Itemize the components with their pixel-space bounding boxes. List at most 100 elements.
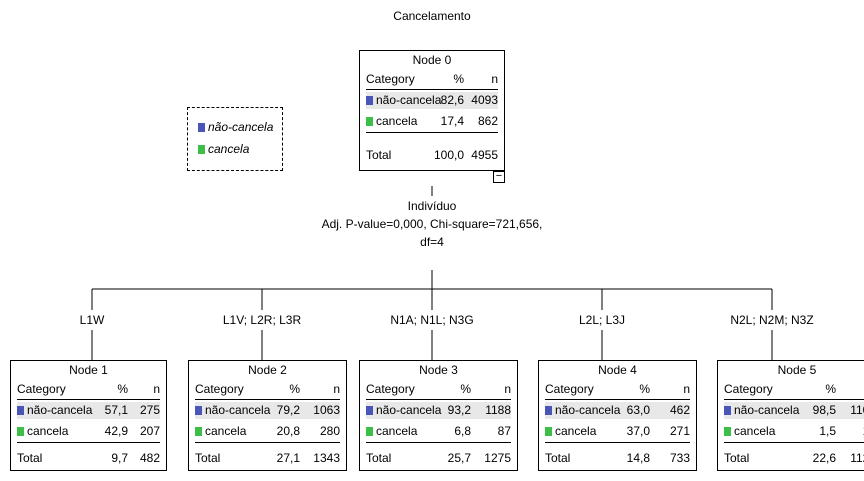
n-header: n xyxy=(153,382,160,396)
branch-label-2: L1V; L2R; L3R xyxy=(222,313,302,327)
branch-label-4: L2L; L3J xyxy=(578,313,626,327)
branch-label-3: N1A; N1L; N3G xyxy=(390,313,474,327)
row-category: cancela xyxy=(205,424,247,438)
node-row-nao-cancela: não-cancela 63,0 462 xyxy=(545,402,690,419)
legend: não-cancela cancela xyxy=(187,107,283,171)
node-total-row: Total 25,7 1275 xyxy=(366,450,511,467)
n-header: n xyxy=(333,382,340,396)
node-header-row: Category % n xyxy=(724,381,864,398)
node-total-row: Total 22,6 1122 xyxy=(724,450,864,467)
row-pct: 37,0 xyxy=(626,424,650,438)
node-1[interactable]: Node 1 Category % n não-cancela 57,1 275… xyxy=(10,360,167,471)
row-pct: 79,2 xyxy=(276,403,300,417)
node-3[interactable]: Node 3 Category % n não-cancela 93,2 118… xyxy=(359,360,518,471)
swatch-nao-cancela xyxy=(366,406,373,415)
category-header: Category xyxy=(724,382,773,396)
node-total-row: Total 14,8 733 xyxy=(545,450,690,467)
swatch-cancela xyxy=(366,117,373,126)
node-row-cancela: cancela 42,9 207 xyxy=(17,423,160,440)
node-title: Node 4 xyxy=(598,363,637,377)
pct-header: % xyxy=(453,72,464,86)
row-n: 862 xyxy=(477,114,498,128)
node-title: Node 3 xyxy=(419,363,458,377)
branch-label-1: L1W xyxy=(79,313,105,327)
total-n: 733 xyxy=(669,451,690,465)
node-row-nao-cancela: não-cancela 82,6 4093 xyxy=(366,92,498,109)
total-n: 1122 xyxy=(850,451,864,465)
legend-item-nao-cancela: não-cancela xyxy=(198,120,273,134)
node-5[interactable]: Node 5 Category % n não-cancela 98,5 110… xyxy=(717,360,864,471)
total-label: Total xyxy=(366,451,392,465)
row-n: 1105 xyxy=(850,403,864,417)
node-title: Node 0 xyxy=(412,53,452,67)
node-row-nao-cancela: não-cancela 79,2 1063 xyxy=(195,402,340,419)
row-category: não-cancela xyxy=(734,403,800,417)
node-row-cancela: cancela 37,0 271 xyxy=(545,423,690,440)
row-category: cancela xyxy=(27,424,69,438)
node-row-cancela: cancela 1,5 17 xyxy=(724,423,864,440)
header-divider xyxy=(545,399,690,400)
row-category: não-cancela xyxy=(555,403,621,417)
row-n: 4093 xyxy=(471,93,498,107)
total-pct: 9,7 xyxy=(111,451,128,465)
total-label: Total xyxy=(366,148,392,162)
swatch-cancela xyxy=(366,427,373,436)
split-variable: Indivíduo xyxy=(407,199,457,213)
row-pct: 63,0 xyxy=(626,403,650,417)
branch-label-5: N2L; N2M; N3Z xyxy=(730,313,814,327)
header-divider xyxy=(366,399,511,400)
node-0[interactable]: Node 0 Category % n não-cancela 82,6 409… xyxy=(359,50,505,171)
row-category: não-cancela xyxy=(376,93,442,107)
legend-swatch-cancela xyxy=(198,145,205,154)
node-total-row: Total 9,7 482 xyxy=(17,450,160,467)
category-header: Category xyxy=(366,72,415,86)
row-n: 275 xyxy=(139,403,160,417)
total-n: 1275 xyxy=(484,451,511,465)
row-n: 1188 xyxy=(485,403,511,417)
row-category: cancela xyxy=(734,424,776,438)
pct-header: % xyxy=(117,382,128,396)
split-info: Indivíduo Adj. P-value=0,000, Chi-square… xyxy=(232,197,632,251)
node-2[interactable]: Node 2 Category % n não-cancela 79,2 106… xyxy=(188,360,347,471)
node-header-row: Category % n xyxy=(545,381,690,398)
node-4[interactable]: Node 4 Category % n não-cancela 63,0 462… xyxy=(538,360,697,471)
category-header: Category xyxy=(545,382,594,396)
node-header-row: Category % n xyxy=(366,381,511,398)
legend-label: não-cancela xyxy=(208,120,274,134)
node-row-nao-cancela: não-cancela 98,5 1105 xyxy=(724,402,864,419)
node-row-cancela: cancela 17,4 862 xyxy=(366,113,498,130)
row-pct: 17,4 xyxy=(440,114,464,128)
total-label: Total xyxy=(724,451,750,465)
category-header: Category xyxy=(17,382,66,396)
row-category: cancela xyxy=(376,424,418,438)
row-category: não-cancela xyxy=(27,403,93,417)
node-header-row: Category % n xyxy=(17,381,160,398)
row-pct: 82,6 xyxy=(440,93,464,107)
total-divider xyxy=(724,442,864,443)
swatch-cancela xyxy=(724,427,731,436)
total-pct: 14,8 xyxy=(626,451,650,465)
total-pct: 100,0 xyxy=(433,148,464,162)
row-category: não-cancela xyxy=(205,403,271,417)
total-n: 482 xyxy=(139,451,160,465)
header-divider xyxy=(724,399,864,400)
legend-swatch-nao-cancela xyxy=(198,123,205,132)
total-label: Total xyxy=(545,451,571,465)
header-divider xyxy=(17,399,160,400)
row-pct: 93,2 xyxy=(447,403,471,417)
total-divider xyxy=(366,132,498,133)
total-pct: 22,6 xyxy=(812,451,836,465)
collapse-button[interactable]: − xyxy=(493,171,505,183)
legend-label: cancela xyxy=(208,142,250,156)
node-row-cancela: cancela 20,8 280 xyxy=(195,423,340,440)
swatch-nao-cancela xyxy=(17,406,24,415)
total-pct: 25,7 xyxy=(447,451,471,465)
n-header: n xyxy=(504,382,511,396)
pct-header: % xyxy=(460,382,471,396)
row-category: não-cancela xyxy=(376,403,442,417)
total-divider xyxy=(366,442,511,443)
row-n: 207 xyxy=(139,424,160,438)
node-title: Node 1 xyxy=(69,363,108,377)
n-header: n xyxy=(491,72,498,86)
row-pct: 20,8 xyxy=(276,424,300,438)
